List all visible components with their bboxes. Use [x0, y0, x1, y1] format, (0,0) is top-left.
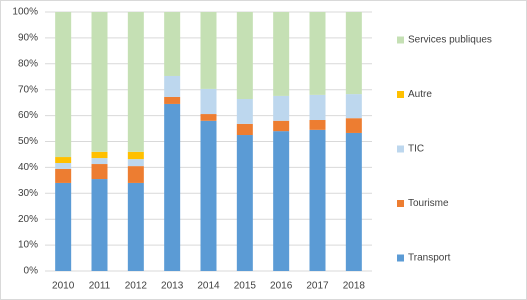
x-tick-label: 2013	[161, 281, 184, 292]
bar-segment	[55, 168, 72, 183]
bar-segment	[236, 135, 253, 271]
legend-label: TIC	[408, 144, 424, 155]
bar-segment	[127, 159, 144, 167]
bar-segment	[91, 151, 108, 159]
bar-segment	[345, 12, 362, 95]
x-tick-label: 2017	[306, 281, 329, 292]
bar-segment	[345, 118, 362, 133]
y-tick-label: 20%	[18, 214, 38, 225]
x-tick-label: 2015	[234, 281, 257, 292]
bar-segment	[309, 129, 326, 271]
legend-swatch	[397, 36, 404, 44]
bar-segment	[200, 88, 217, 115]
y-tick-label: 90%	[18, 33, 38, 44]
x-tick-label: 2018	[343, 281, 366, 292]
y-tick-label: 60%	[18, 110, 38, 121]
bar-segment	[91, 179, 108, 271]
y-tick-label: 0%	[24, 266, 39, 277]
bar-segment	[309, 120, 326, 130]
bar-segment	[91, 12, 108, 152]
x-tick-label: 2014	[197, 281, 220, 292]
y-tick-label: 40%	[18, 162, 38, 173]
bar-segment	[273, 95, 290, 121]
bar-segment	[55, 157, 72, 163]
bar-segment	[164, 12, 181, 76]
bar-segment	[236, 123, 253, 136]
y-tick-label: 10%	[18, 240, 38, 251]
bar-segment	[55, 12, 72, 158]
bar-segment	[273, 12, 290, 96]
bar-segment	[236, 99, 253, 124]
bar-segment	[164, 103, 181, 271]
bar-segment	[91, 158, 108, 165]
bar-segment	[345, 94, 362, 119]
x-tick-label: 2010	[52, 281, 75, 292]
legend-label: Tourisme	[408, 198, 449, 209]
legend-swatch	[397, 200, 404, 207]
bar-segment	[200, 12, 217, 89]
bar-segment	[273, 131, 290, 271]
bar-segment	[55, 182, 72, 271]
bar-segment	[55, 162, 72, 169]
y-tick-label: 70%	[18, 84, 38, 95]
bar-segment	[309, 12, 326, 95]
legend-label: Services publiques	[408, 35, 492, 46]
y-tick-label: 100%	[12, 7, 38, 18]
y-tick-label: 30%	[18, 188, 38, 199]
bar-segment	[164, 96, 181, 104]
legend-swatch	[397, 145, 404, 153]
bar-segment	[200, 114, 217, 121]
legend-swatch	[397, 254, 404, 262]
bar-segment	[236, 12, 253, 100]
legend-swatch	[397, 91, 404, 98]
bar-segment	[127, 12, 144, 152]
bar-segment	[91, 164, 108, 180]
x-tick-label: 2016	[270, 281, 293, 292]
bar-segment	[164, 75, 181, 97]
legend-label: Autre	[408, 89, 432, 100]
y-tick-label: 80%	[18, 58, 38, 69]
bar-segment	[127, 151, 144, 160]
bar-segment	[127, 166, 144, 183]
bar-segment	[127, 182, 144, 271]
bar-segment	[309, 94, 326, 121]
legend-label: Transport	[408, 253, 451, 264]
y-tick-label: 50%	[18, 136, 38, 147]
bar-segment	[200, 120, 217, 271]
bar-segment	[273, 120, 290, 132]
bar-segment	[345, 132, 362, 271]
x-tick-label: 2012	[125, 281, 148, 292]
x-tick-label: 2011	[89, 281, 111, 292]
